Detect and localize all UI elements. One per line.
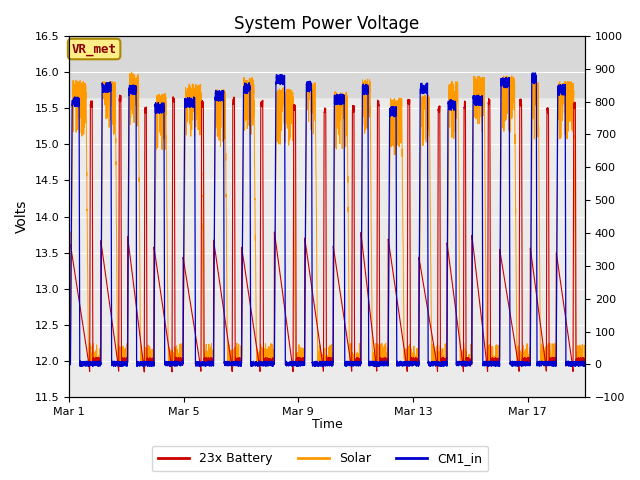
Solar [581, 362, 589, 368]
Solar [128, 70, 136, 75]
23x Battery [116, 92, 124, 98]
23x Battery [490, 358, 497, 364]
Solar [262, 362, 270, 368]
23x Battery [451, 295, 458, 300]
Y-axis label: Volts: Volts [15, 200, 29, 233]
23x Battery [140, 369, 148, 375]
23x Battery [159, 305, 167, 311]
Text: VR_met: VR_met [72, 43, 116, 56]
CM1_in [372, 363, 380, 369]
Title: System Power Voltage: System Power Voltage [234, 15, 420, 33]
23x Battery [581, 358, 589, 364]
CM1_in [490, 360, 497, 366]
Solar [65, 233, 73, 239]
23x Battery [262, 359, 270, 365]
CM1_in [159, 109, 166, 115]
Solar [84, 362, 92, 368]
CM1_in [65, 362, 73, 368]
Line: Solar: Solar [69, 72, 585, 365]
CM1_in [262, 360, 270, 365]
CM1_in [532, 70, 540, 76]
CM1_in [581, 362, 589, 368]
Legend: 23x Battery, Solar, CM1_in: 23x Battery, Solar, CM1_in [152, 446, 488, 471]
23x Battery [401, 349, 408, 355]
Solar [375, 360, 383, 365]
Line: CM1_in: CM1_in [69, 73, 585, 366]
CM1_in [401, 360, 408, 366]
23x Battery [65, 243, 73, 249]
CM1_in [374, 363, 382, 369]
Solar [159, 94, 167, 99]
Solar [490, 362, 497, 368]
Bar [69, 36, 585, 97]
Solar [451, 119, 458, 124]
Line: 23x Battery: 23x Battery [69, 95, 585, 372]
Solar [401, 362, 408, 368]
X-axis label: Time: Time [312, 419, 342, 432]
CM1_in [450, 107, 458, 112]
23x Battery [375, 99, 383, 105]
